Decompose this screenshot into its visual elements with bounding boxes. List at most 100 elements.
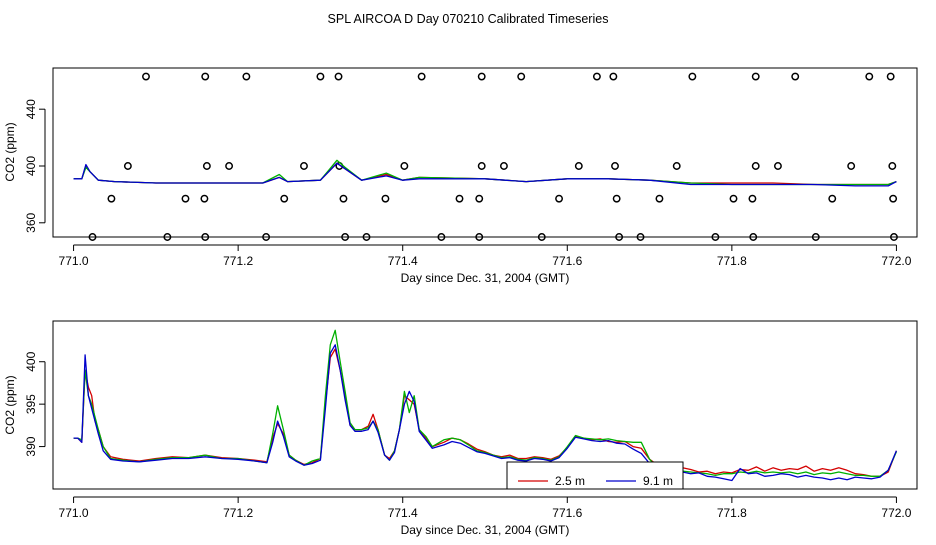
bottom-y-axis-label: CO2 (ppm) xyxy=(3,375,17,434)
scatter-point xyxy=(751,162,760,170)
scatter-point xyxy=(280,194,289,203)
scatter-point xyxy=(475,233,484,241)
bottom-x-axis: 771.0 771.2 771.4 771.6 771.8 772.0 xyxy=(59,496,912,520)
scatter-point xyxy=(611,162,619,170)
top-x-tick-label: 771.2 xyxy=(223,254,253,268)
scatter-point xyxy=(636,233,645,241)
scatter-point xyxy=(163,233,172,241)
scatter-point xyxy=(773,162,782,170)
bottom-plot-frame xyxy=(52,320,918,490)
scatter-point xyxy=(142,72,150,81)
scatter-point xyxy=(555,194,564,203)
series-line-blue xyxy=(73,162,897,187)
scatter-point xyxy=(889,194,898,203)
scatter-point xyxy=(828,194,837,203)
scatter-point xyxy=(865,72,874,81)
scatter-point xyxy=(455,194,464,203)
scatter-point xyxy=(300,162,308,170)
scatter-point xyxy=(381,194,390,203)
scatter-point xyxy=(477,72,486,81)
scatter-point xyxy=(499,162,508,170)
series-line-green xyxy=(73,329,897,477)
scatter-point xyxy=(711,233,720,241)
top-series-lines xyxy=(73,159,897,187)
scatter-point xyxy=(262,233,271,241)
scatter-point xyxy=(437,233,446,241)
bottom-x-tick-label: 771.4 xyxy=(388,506,418,520)
top-x-tick-label: 772.0 xyxy=(881,254,911,268)
scatter-point xyxy=(242,72,251,81)
scatter-point xyxy=(334,72,343,81)
bottom-x-axis-label: Day since Dec. 31, 2004 (GMT) xyxy=(401,523,570,537)
top-x-tick-label: 771.6 xyxy=(552,254,582,268)
bottom-y-tick-label: 390 xyxy=(24,436,38,456)
scatter-point xyxy=(615,233,624,241)
top-x-axis: 771.0 771.2 771.4 771.6 771.8 772.0 xyxy=(59,244,912,268)
scatter-point xyxy=(811,233,820,241)
scatter-point xyxy=(574,162,583,170)
scatter-point xyxy=(475,194,484,203)
legend-label-9-1m: 9.1 m xyxy=(643,474,673,488)
bottom-y-tick-label: 400 xyxy=(24,351,38,371)
legend-label-2-5m: 2.5 m xyxy=(555,474,585,488)
series-line-blue xyxy=(73,344,897,482)
scatter-point xyxy=(655,194,664,203)
scatter-point xyxy=(123,162,132,170)
top-x-axis-label: Day since Dec. 31, 2004 (GMT) xyxy=(401,271,570,285)
bottom-x-tick-label: 771.2 xyxy=(223,506,253,520)
scatter-point xyxy=(181,194,190,203)
legend: 2.5 m 9.1 m xyxy=(506,461,684,490)
scatter-point xyxy=(201,233,210,241)
scatter-point xyxy=(339,194,348,203)
bottom-x-tick-label: 772.0 xyxy=(881,506,911,520)
top-x-tick-label: 771.4 xyxy=(388,254,418,268)
scatter-point xyxy=(612,194,621,203)
scatter-point xyxy=(107,194,116,203)
top-y-tick-label: 440 xyxy=(24,99,38,119)
bottom-panel: 771.0 771.2 771.4 771.6 771.8 772.0 390 395 400… xyxy=(3,320,918,537)
bottom-x-tick-label: 771.0 xyxy=(59,506,89,520)
top-y-axis-label: CO2 (ppm) xyxy=(3,122,17,181)
scatter-point xyxy=(417,72,426,81)
top-x-tick-label: 771.0 xyxy=(59,254,89,268)
scatter-point xyxy=(888,162,897,170)
bottom-y-axis: 390 395 400 xyxy=(24,351,46,457)
scatter-point xyxy=(751,72,760,81)
scatter-point xyxy=(729,194,738,203)
scatter-point xyxy=(517,72,526,81)
bottom-x-tick-label: 771.6 xyxy=(552,506,582,520)
bottom-series-lines xyxy=(73,329,898,482)
scatter-point xyxy=(225,162,234,170)
scatter-point xyxy=(672,162,681,170)
scatter-point xyxy=(88,233,97,241)
scatter-point xyxy=(201,72,210,81)
scatter-point xyxy=(791,72,800,81)
scatter-point xyxy=(477,162,486,170)
scatter-point xyxy=(748,194,757,203)
top-y-tick-label: 400 xyxy=(24,156,38,176)
top-scatter-points xyxy=(88,72,898,241)
scatter-point xyxy=(362,233,371,241)
scatter-point xyxy=(202,162,211,170)
bottom-x-tick-label: 771.8 xyxy=(717,506,747,520)
scatter-point xyxy=(592,72,601,81)
scatter-point xyxy=(316,72,325,81)
top-y-axis: 360 400 440 xyxy=(24,99,46,233)
figure-title: SPL AIRCOA D Day 070210 Calibrated Times… xyxy=(328,12,609,26)
scatter-point xyxy=(749,233,758,241)
top-panel: 771.0 771.2 771.4 771.6 771.8 772.0 360 400 440… xyxy=(3,67,918,285)
top-x-tick-label: 771.8 xyxy=(717,254,747,268)
scatter-point xyxy=(200,194,209,203)
bottom-y-tick-label: 395 xyxy=(24,394,38,414)
scatter-point xyxy=(847,162,856,170)
scatter-point xyxy=(688,72,697,81)
scatter-point xyxy=(341,233,350,241)
scatter-point xyxy=(886,72,895,81)
scatter-point xyxy=(400,162,409,170)
top-y-tick-label: 360 xyxy=(24,212,38,232)
scatter-point xyxy=(609,72,618,81)
top-plot-frame xyxy=(52,67,918,238)
scatter-point xyxy=(890,233,898,241)
